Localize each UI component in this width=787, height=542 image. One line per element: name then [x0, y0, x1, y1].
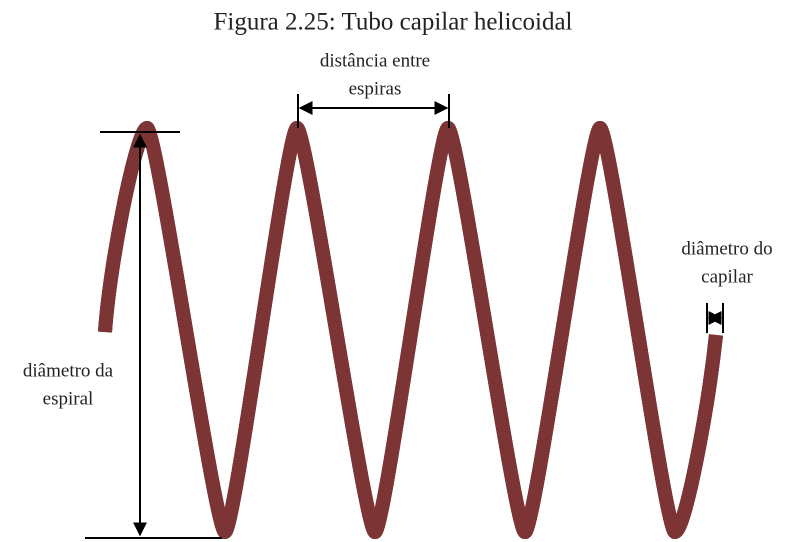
title: Figura 2.25: Tubo capilar helicoidal [214, 9, 573, 36]
tube-diameter-label: diâmetro do [681, 238, 772, 259]
coil-diameter-dimension [85, 131, 222, 539]
coil-diameter-label: diâmetro da [23, 360, 114, 381]
pitch-dimension [297, 94, 450, 128]
tube-diameter-dimension [706, 303, 724, 333]
pitch-label: espiras [349, 78, 402, 99]
helix-tube [105, 121, 716, 539]
pitch-label: distância entre [320, 50, 430, 71]
coil-diameter-label: espiral [43, 388, 94, 409]
tube-diameter-label: capilar [701, 266, 753, 287]
